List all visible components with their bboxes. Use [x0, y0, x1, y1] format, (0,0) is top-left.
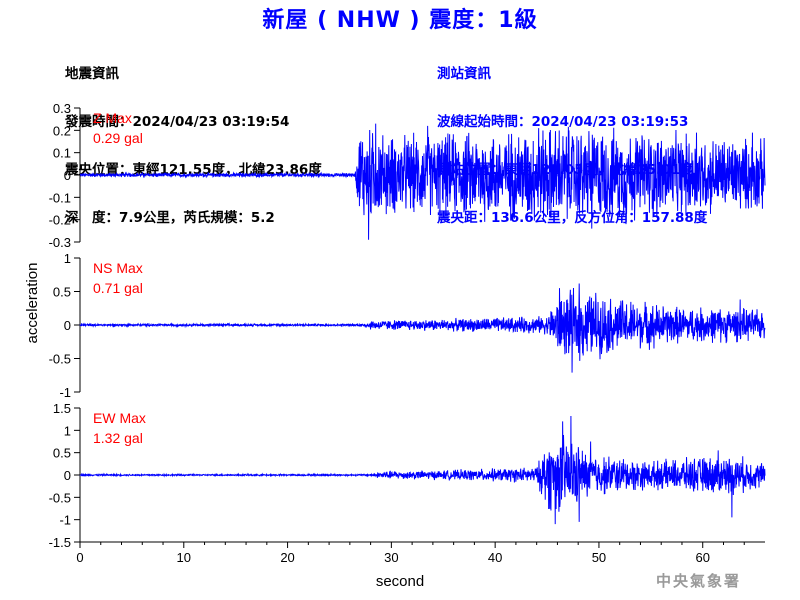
station-info-heading: 測站資訊 — [437, 66, 491, 82]
x-tick-label: 30 — [384, 550, 398, 565]
y-tick-label-ns: 0.5 — [53, 285, 71, 300]
y-tick-label-ns: -1 — [59, 385, 71, 400]
max-label-ns: NS Max — [93, 260, 143, 276]
depth-magnitude: 深 度：7.9公里，芮氏規模：5.2 — [65, 210, 275, 226]
y-tick-label-z: 0 — [64, 168, 71, 183]
x-tick-label: 40 — [488, 550, 502, 565]
y-tick-label-z: 0.1 — [53, 146, 71, 161]
x-tick-label: 10 — [177, 550, 191, 565]
max-value-ns: 0.71 gal — [93, 280, 143, 296]
x-axis-label: second — [376, 573, 424, 590]
trace-ns — [79, 283, 766, 373]
y-tick-label-z: -0.1 — [49, 190, 71, 205]
y-tick-label-ns: -0.5 — [49, 352, 71, 367]
y-tick-label-ns: 0 — [64, 318, 71, 333]
y-tick-label-ns: 1 — [64, 251, 71, 266]
y-tick-label-ew: 0.5 — [53, 446, 71, 461]
trace-ew — [79, 416, 766, 525]
y-tick-label-ew: -1.5 — [49, 535, 71, 550]
x-tick-label: 50 — [592, 550, 606, 565]
y-tick-label-z: -0.2 — [49, 213, 71, 228]
chart-title: 新屋 ( NHW ) 震度：1級 — [262, 8, 538, 33]
y-tick-label-z: -0.3 — [49, 235, 71, 250]
origin-time: 發震時間：2024/04/23 03:19:54 — [65, 114, 290, 130]
x-tick-label: 20 — [280, 550, 294, 565]
x-tick-label: 0 — [76, 550, 83, 565]
y-tick-label-ew: -1 — [59, 513, 71, 528]
max-value-z: 0.29 gal — [93, 130, 143, 146]
trace-z — [79, 123, 766, 240]
agency-logo-text: 中央氣象署 — [656, 572, 742, 590]
y-tick-label-z: 0.2 — [53, 123, 71, 138]
y-tick-label-ew: 0 — [64, 468, 71, 483]
max-label-ew: EW Max — [93, 410, 146, 426]
x-tick-label: 60 — [695, 550, 709, 565]
quake-info-heading: 地震資訊 — [65, 66, 119, 82]
y-tick-label-ew: 1 — [64, 423, 71, 438]
quake-info-block: 地震資訊 發震時間：2024/04/23 03:19:54 震央位置：東經121… — [65, 34, 322, 242]
y-tick-label-z: 0.3 — [53, 101, 71, 116]
max-value-ew: 1.32 gal — [93, 430, 143, 446]
y-tick-label-ew: 1.5 — [53, 401, 71, 416]
y-tick-label-ew: -0.5 — [49, 490, 71, 505]
max-label-z: Z Max — [93, 110, 132, 126]
y-axis-label: acceleration — [24, 263, 41, 344]
distance-azimuth: 震央距：136.6公里，反方位角：157.88度 — [437, 210, 708, 226]
wave-start-time: 波線起始時間：2024/04/23 03:19:53 — [437, 114, 689, 130]
